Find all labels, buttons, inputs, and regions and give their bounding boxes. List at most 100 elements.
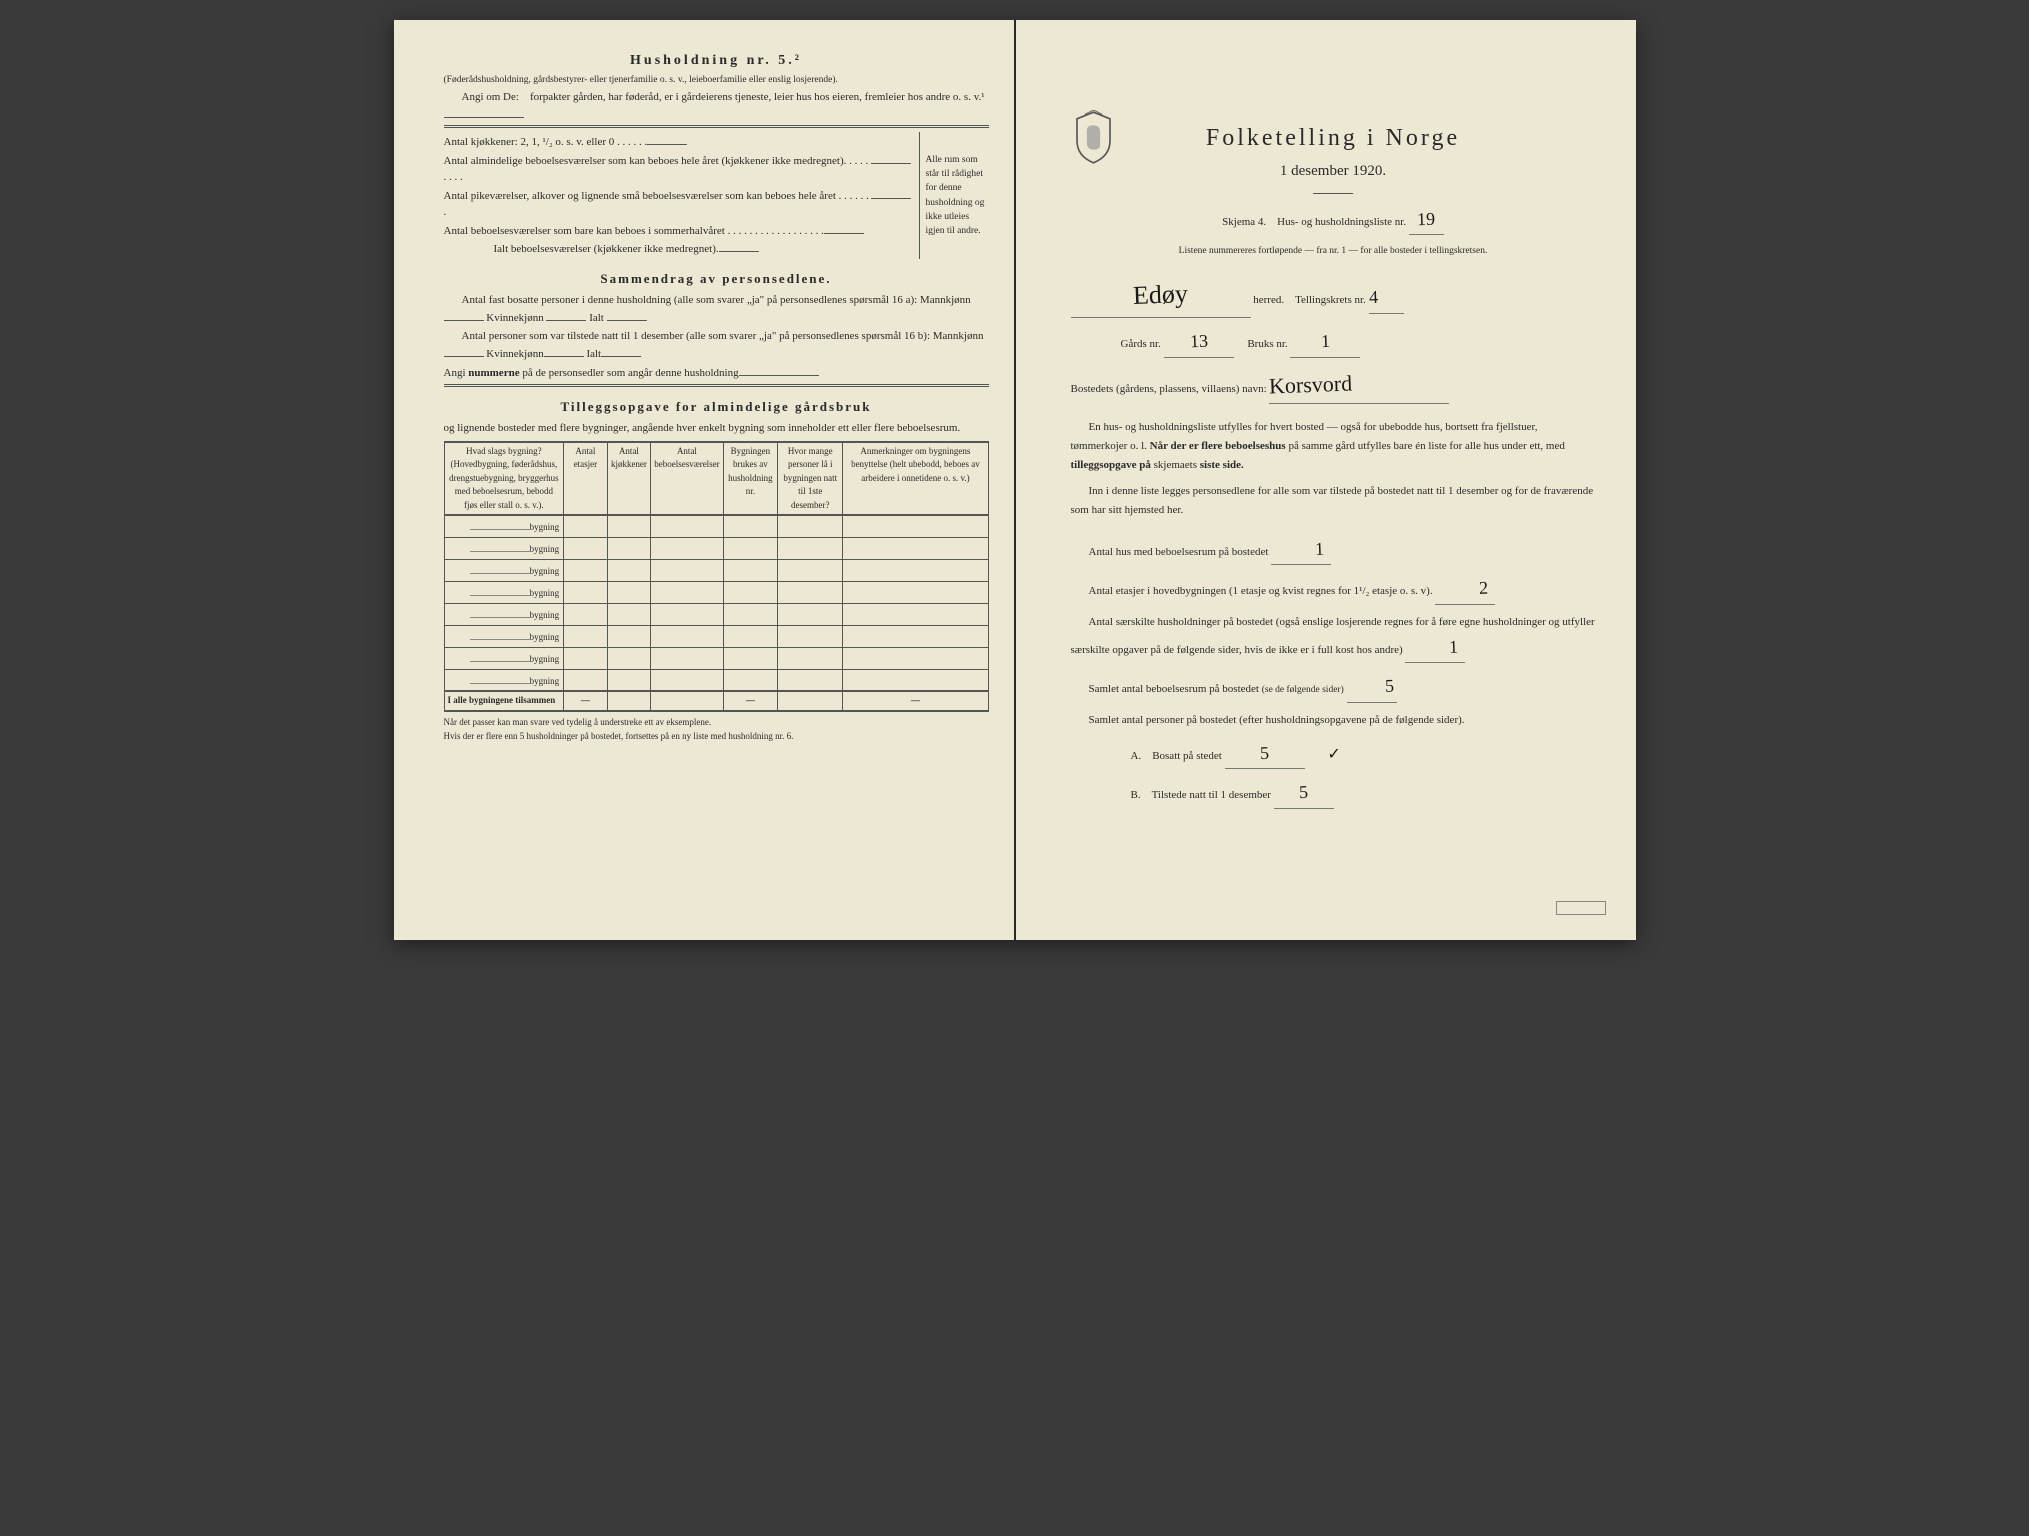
summary-kk-2: Kvinnekjønn [486,348,543,360]
summary-line-2: Antal personer som var tilstede natt til… [444,328,989,362]
tillegg-heading: Tilleggsopgave for almindelige gårdsbruk [444,397,989,417]
summary-blank-2c [601,345,641,357]
location-block: Edøy herred. Tellingskrets nr. 4 Gårds n… [1071,273,1596,404]
p1-b1: Når der er flere beboelseshus [1150,440,1286,452]
room-text-2: Antal almindelige beboelsesværelser som … [444,153,871,186]
p1-e: skjemaets [1151,459,1200,471]
herred-label: herred. Tellingskrets nr. [1253,294,1366,306]
q-rum: Samlet antal beboelsesrum på bostedet (s… [1071,671,1596,703]
room-blank-2 [871,152,911,164]
room-text-5: Ialt beboelsesværelser (kjøkkener ikke m… [494,241,719,258]
printer-stamp [1556,901,1606,915]
room-line-4: Antal beboelsesværelser som bare kan beb… [444,222,911,240]
summary-heading: Sammendrag av personsedlene. [444,269,989,289]
summary-line-1: Antal fast bosatte personer i denne hush… [444,292,989,326]
aa-mark: ✓ [1327,746,1340,763]
q-etasjer: Antal etasjer i hovedbygningen (1 etasje… [1071,573,1596,605]
summary-3-pre: Angi [444,367,469,379]
hh5-para: Angi om De: forpakter gården, har føderå… [444,89,989,123]
summary-ialt-1: Ialt [589,312,604,324]
footnote-1: Når det passer kan man svare ved tydelig… [444,716,989,743]
th-2: Antal etasjer [564,442,608,516]
summary-blank-3 [739,364,819,376]
th-3: Antal kjøkkener [607,442,651,516]
gard-line: Gårds nr. 13 Bruks nr. 1 [1121,326,1596,358]
bruk-label: Bruks nr. [1247,338,1287,350]
room-line-3: Antal pikeværelser, alkover og lignende … [444,187,911,221]
para-1: En hus- og husholdningsliste utfylles fo… [1071,418,1596,474]
tillegg-para: og lignende bosteder med flere bygninger… [444,420,989,437]
room-text-1: Antal kjøkkener: 2, 1, ¹/₂ o. s. v. elle… [444,134,648,151]
q-hus-text: Antal hus med beboelsesrum på bostedet [1089,546,1269,558]
ab-val: 5 [1299,777,1309,808]
left-page: Husholdning nr. 5.² (Føderådshusholdning… [394,20,1014,940]
room-text-3: Antal pikeværelser, alkover og lignende … [444,188,871,221]
th-1: Hvad slags bygning? (Hovedbygning, føder… [444,442,564,516]
coat-of-arms-icon [1071,110,1116,165]
q-hushold: Antal særskilte husholdninger på bostede… [1071,613,1596,663]
table-row: bygning [444,669,988,691]
summary-line-3: Angi nummerne på de personsedler som ang… [444,364,989,382]
hh5-heading: Husholdning nr. 5.² [444,50,989,71]
room-text-4: Antal beboelsesværelser som bare kan beb… [444,223,824,240]
summary-blank-1c [607,309,647,321]
summary-blank-1a [444,309,484,321]
summary-text-1: Antal fast bosatte personer i denne hush… [462,294,971,306]
p1-b2: tilleggsopgave på [1071,459,1151,471]
bracket-note: Alle rum som står til rådighet for denne… [919,132,989,259]
summary-blank-2b [544,345,584,357]
table-row: bygning [444,515,988,537]
table-row: bygning [444,581,988,603]
summary-blank-1b [546,309,586,321]
schema-nr: 19 [1417,203,1436,234]
a-rum: 5 [1366,671,1394,703]
q-b: B. Tilstede natt til 1 desember 5 [1131,777,1596,809]
a-hushold: 1 [1430,631,1458,663]
rooms-lines: Antal kjøkkener: 2, 1, ¹/₂ o. s. v. elle… [444,132,911,259]
q-hushold-text: Antal særskilte husholdninger på bostede… [1071,616,1595,656]
a-etasjer: 2 [1460,573,1488,605]
th-6: Hvor mange personer lå i bygningen natt … [778,442,843,516]
hh5-note: (Føderådshusholdning, gårdsbestyrer- ell… [444,73,989,87]
answers-block: Antal hus med beboelsesrum på bostedet 1… [1071,534,1596,809]
table-total-row: I alle bygningene tilsammen——— [444,691,988,711]
room-blank-4 [824,222,864,234]
bosted-navn: Korsvord [1269,365,1353,405]
rooms-block: Antal kjøkkener: 2, 1, ¹/₂ o. s. v. elle… [444,132,989,259]
fn1-text: Når det passer kan man svare ved tydelig… [444,717,712,727]
herred-line: Edøy herred. Tellingskrets nr. 4 [1071,273,1596,318]
room-blank-1 [647,133,687,145]
main-title: Folketelling i Norge [1071,120,1596,156]
table-row: bygning [444,603,988,625]
liste-note: Listene nummereres fortløpende — fra nr.… [1071,243,1596,259]
subtitle: 1 desember 1920. [1071,160,1596,183]
room-line-5: Ialt beboelsesværelser (kjøkkener ikke m… [444,240,911,258]
room-blank-3 [871,187,911,199]
summary-3-suf: på de personsedler som angår denne husho… [520,367,739,379]
schema-prefix: Skjema 4. Hus- og husholdningsliste nr. [1222,216,1406,228]
bygning-table: Hvad slags bygning? (Hovedbygning, føder… [444,441,989,713]
q-hus: Antal hus med beboelsesrum på bostedet 1 [1071,534,1596,566]
aa-val: 5 [1260,737,1270,768]
document-spread: Husholdning nr. 5.² (Føderådshusholdning… [394,20,1636,940]
rule-2 [444,384,989,387]
table-row: bygning [444,537,988,559]
room-blank-5 [719,240,759,252]
table-row: bygning [444,625,988,647]
bosted-label: Bostedets (gårdens, plassens, villaens) … [1071,383,1267,395]
qb-text: B. Tilstede natt til 1 desember [1131,789,1271,801]
summary-3-bold: nummerne [468,367,519,379]
hh5-blank [444,106,524,118]
bosted-line: Bostedets (gårdens, plassens, villaens) … [1071,366,1596,404]
q-a: A. Bosatt på stedet 5 ✓ [1131,738,1596,770]
hh5-para-text: Angi om De: forpakter gården, har føderå… [462,91,985,103]
summary-kk-1: Kvinnekjønn [486,312,543,324]
p1-b3: siste side. [1200,459,1244,471]
title-rule [1313,193,1353,194]
q-rum-note: (se de følgende sider) [1262,685,1344,695]
th-4: Antal beboelsesværelser [651,442,723,516]
room-line-2: Antal almindelige beboelsesværelser som … [444,152,911,186]
gard-label: Gårds nr. [1121,338,1161,350]
schema-line: Skjema 4. Hus- og husholdningsliste nr. … [1071,204,1596,236]
room-line-1: Antal kjøkkener: 2, 1, ¹/₂ o. s. v. elle… [444,133,911,151]
